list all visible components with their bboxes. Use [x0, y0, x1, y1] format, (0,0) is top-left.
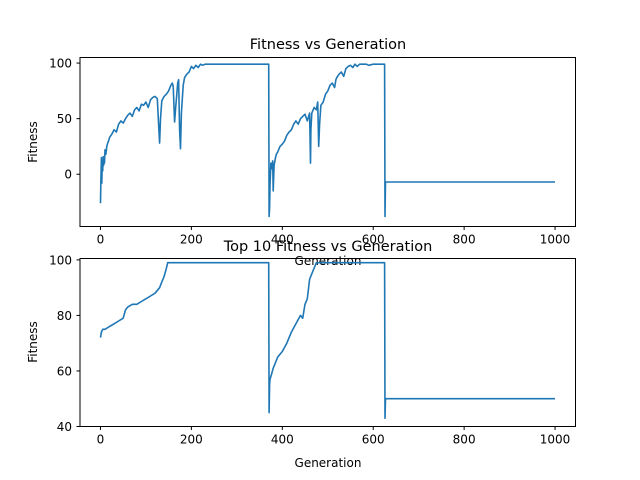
- axes-frame: [79, 258, 576, 427]
- y-tick-label: 100: [49, 253, 72, 267]
- x-tick-label: 0: [97, 233, 105, 247]
- x-tick-label: 400: [271, 433, 294, 447]
- chart-panel-top10-fitness: Top 10 Fitness vs Generation 0 200 400 600 8…: [26, 239, 576, 470]
- series-line: [99, 261, 555, 419]
- series-group: [99, 63, 555, 218]
- y-axis-ticks: 40 60 80 100: [49, 253, 80, 434]
- chart-title: Fitness vs Generation: [250, 37, 406, 53]
- y-tick-label: 50: [57, 112, 72, 126]
- y-tick-label: 40: [57, 420, 72, 434]
- x-tick-label: 800: [453, 233, 476, 247]
- y-tick-label: 80: [57, 309, 72, 323]
- x-tick-label: 600: [362, 433, 385, 447]
- y-tick-label: 100: [49, 57, 72, 71]
- series-group: [99, 261, 555, 419]
- x-tick-label: 400: [271, 233, 294, 247]
- x-tick-label: 600: [362, 233, 385, 247]
- x-tick-label: 200: [180, 433, 203, 447]
- x-tick-label: 1000: [540, 233, 571, 247]
- x-axis-label: Generation: [295, 456, 362, 470]
- chart-title: Top 10 Fitness vs Generation: [223, 239, 433, 255]
- x-axis-ticks: 0 200 400 600 800 1000: [97, 226, 571, 247]
- x-tick-label: 0: [97, 433, 105, 447]
- x-tick-label: 1000: [540, 433, 571, 447]
- chart-panel-fitness: Fitness vs Generation 0 200 400 600 800 1000 …: [26, 37, 576, 268]
- y-tick-label: 0: [64, 168, 72, 182]
- x-tick-label: 800: [453, 433, 476, 447]
- y-tick-label: 60: [57, 364, 72, 378]
- y-axis-label: Fitness: [26, 121, 40, 163]
- series-line: [99, 63, 555, 218]
- axes-frame: [79, 57, 576, 227]
- y-axis-label: Fitness: [26, 321, 40, 363]
- y-axis-ticks: 0 50 100: [49, 57, 80, 182]
- x-tick-label: 200: [180, 233, 203, 247]
- x-axis-ticks: 0 200 400 600 800 1000: [97, 426, 571, 447]
- x-axis-label: Generation: [295, 254, 362, 268]
